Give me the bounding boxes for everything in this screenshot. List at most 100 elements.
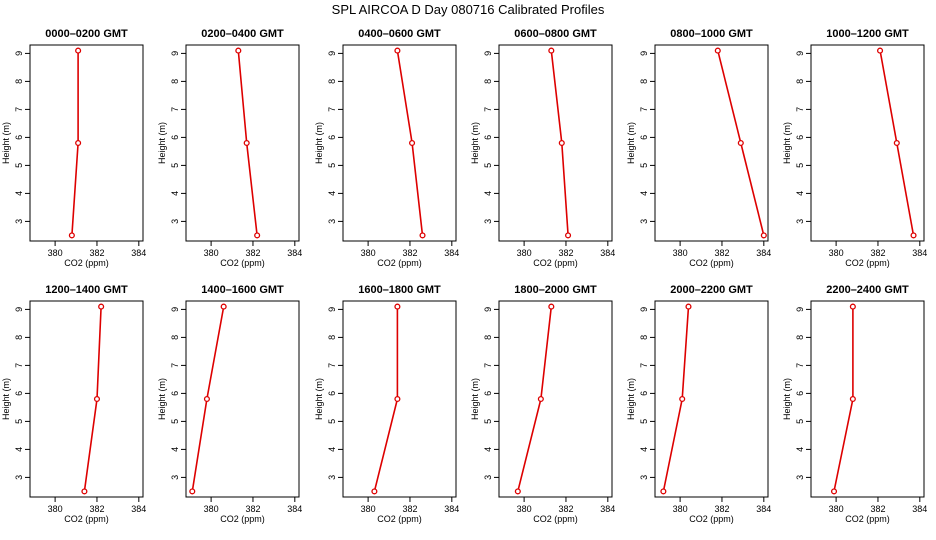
data-point: [849, 395, 856, 403]
y-tick-label: 3: [14, 475, 24, 480]
data-point: [679, 395, 686, 403]
x-tick-label: 380: [361, 248, 376, 258]
y-tick-label: 9: [14, 307, 24, 312]
y-tick-label: 8: [795, 79, 805, 84]
y-tick-label: 7: [483, 363, 493, 368]
chart-panel-10: 1800–2000 GMT 380 382 384 CO2 (ppm) 3 4 5 6 7 8 9 He…: [470, 284, 615, 524]
y-axis-label: Height (m): [157, 378, 167, 420]
y-tick-label: 9: [327, 307, 337, 312]
y-axis-label: Height (m): [626, 122, 636, 164]
y-tick-label: 9: [170, 307, 180, 312]
data-point: [394, 395, 401, 403]
panel-title: 2000–2200 GMT: [670, 284, 753, 296]
x-tick-label: 384: [131, 504, 146, 514]
x-tick-label: 384: [287, 504, 302, 514]
y-tick-label: 7: [795, 363, 805, 368]
y-tick-label: 5: [14, 419, 24, 424]
data-point: [760, 232, 767, 239]
y-tick-label: 6: [14, 135, 24, 140]
data-point: [419, 232, 426, 239]
y-tick-label: 3: [170, 475, 180, 480]
panel-title: 1600–1800 GMT: [358, 284, 441, 296]
y-tick-label: 3: [639, 475, 649, 480]
y-tick-label: 3: [795, 219, 805, 224]
y-axis-label: Height (m): [1, 378, 11, 420]
x-tick-label: 382: [402, 248, 417, 258]
x-tick-label: 384: [912, 248, 927, 258]
y-tick-label: 5: [639, 163, 649, 168]
chart-panel-11: 2000–2200 GMT 380 382 384 CO2 (ppm) 3 4 5 6 7 8 9 He…: [626, 284, 771, 524]
x-tick-label: 380: [517, 248, 532, 258]
chart-panel-6: 1000–1200 GMT 380 382 384 CO2 (ppm) 3 4 5 6 7 8 9 He…: [782, 28, 927, 268]
x-tick-label: 380: [673, 504, 688, 514]
panel-title: 0800–1000 GMT: [670, 28, 753, 40]
data-point: [98, 303, 105, 310]
y-tick-label: 8: [170, 79, 180, 84]
x-tick-label: 382: [89, 504, 104, 514]
data-point: [737, 139, 744, 147]
plot-frame: [810, 44, 925, 242]
panel-title: 0400–0600 GMT: [358, 28, 441, 40]
y-tick-label: 4: [483, 447, 493, 452]
y-tick-label: 8: [327, 335, 337, 340]
data-point: [548, 47, 555, 54]
y-tick-label: 5: [170, 163, 180, 168]
y-tick-label: 6: [795, 391, 805, 396]
y-tick-label: 4: [327, 191, 337, 196]
data-point: [243, 139, 250, 147]
plot-frame: [654, 300, 769, 498]
data-point: [371, 488, 378, 495]
plot-frame: [654, 44, 769, 242]
y-tick-label: 9: [795, 51, 805, 56]
data-point: [685, 303, 692, 310]
plot-frame: [29, 44, 144, 242]
y-tick-label: 5: [639, 419, 649, 424]
x-axis-label: CO2 (ppm): [64, 514, 109, 524]
plot-frame: [342, 300, 457, 498]
y-tick-label: 7: [327, 363, 337, 368]
y-axis-label: Height (m): [470, 378, 480, 420]
x-axis-label: CO2 (ppm): [845, 258, 890, 268]
x-tick-label: 380: [829, 504, 844, 514]
x-axis-label: CO2 (ppm): [845, 514, 890, 524]
panel-title: 2200–2400 GMT: [826, 284, 909, 296]
y-tick-label: 5: [14, 163, 24, 168]
x-axis-label: CO2 (ppm): [64, 258, 109, 268]
x-tick-label: 380: [48, 504, 63, 514]
y-tick-label: 7: [639, 107, 649, 112]
plot-frame: [498, 44, 613, 242]
chart-panel-12: 2200–2400 GMT 380 382 384 CO2 (ppm) 3 4 5 6 7 8 9 He…: [782, 284, 927, 524]
x-tick-label: 384: [756, 504, 771, 514]
y-tick-label: 6: [327, 135, 337, 140]
panel-title: 1800–2000 GMT: [514, 284, 597, 296]
x-tick-label: 382: [870, 248, 885, 258]
x-tick-label: 384: [756, 248, 771, 258]
y-tick-label: 7: [14, 107, 24, 112]
panel-title: 0000–0200 GMT: [45, 28, 128, 40]
panel-title: 0200–0400 GMT: [201, 28, 284, 40]
plot-frame: [810, 300, 925, 498]
y-tick-label: 5: [170, 419, 180, 424]
panel-title: 1200–1400 GMT: [45, 284, 128, 296]
y-tick-label: 8: [14, 335, 24, 340]
y-tick-label: 4: [795, 191, 805, 196]
x-axis-label: CO2 (ppm): [689, 258, 734, 268]
y-axis-label: Height (m): [782, 122, 792, 164]
plot-frame: [29, 300, 144, 498]
data-point: [514, 488, 521, 495]
data-point: [68, 232, 75, 239]
y-tick-label: 5: [795, 163, 805, 168]
figure-title: SPL AIRCOA D Day 080716 Calibrated Profi…: [331, 2, 605, 17]
plot-frame: [498, 300, 613, 498]
x-tick-label: 380: [829, 248, 844, 258]
x-tick-label: 380: [673, 248, 688, 258]
data-point: [849, 303, 856, 310]
x-tick-label: 382: [402, 504, 417, 514]
data-point: [877, 47, 884, 54]
y-tick-label: 7: [327, 107, 337, 112]
data-point: [394, 303, 401, 310]
x-tick-label: 382: [714, 248, 729, 258]
y-tick-label: 5: [327, 419, 337, 424]
y-tick-label: 3: [327, 475, 337, 480]
